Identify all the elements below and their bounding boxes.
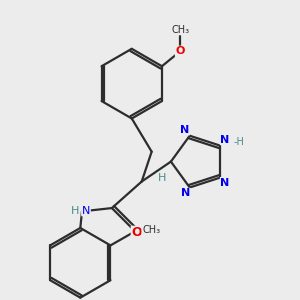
Text: H: H [158, 173, 166, 183]
Text: CH₃: CH₃ [171, 25, 189, 35]
Text: O: O [176, 46, 185, 56]
Text: O: O [131, 226, 142, 239]
Text: N: N [220, 178, 230, 188]
Text: N: N [220, 135, 230, 145]
Text: CH₃: CH₃ [142, 226, 160, 236]
Text: -H: -H [233, 136, 244, 147]
Text: N: N [181, 188, 190, 199]
Text: N: N [180, 125, 189, 135]
Text: H: H [70, 206, 79, 216]
Text: N: N [82, 206, 90, 216]
